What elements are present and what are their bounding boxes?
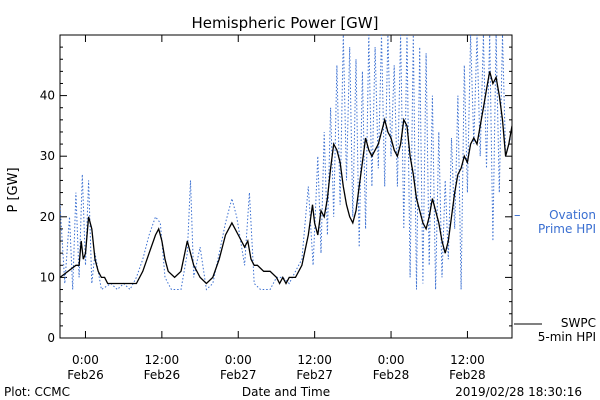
chart-title: Hemispheric Power [GW]: [192, 14, 379, 32]
x-tick-date-label: Feb28: [373, 368, 410, 382]
plot-timestamp: 2019/02/28 18:30:16: [455, 385, 582, 399]
x-tick-date-label: Feb27: [296, 368, 333, 382]
legend-label-ovation-line2: Prime HPI: [538, 222, 596, 236]
x-tick-date-label: Feb27: [220, 368, 257, 382]
legend-item-swpc: SWPC 5-min HPI: [514, 316, 596, 344]
x-tick-time-label: 0:00: [225, 353, 252, 367]
x-tick-date-label: Feb26: [144, 368, 181, 382]
series-line-ovation-prime-hpi: [60, 35, 511, 291]
y-tick-label: 0: [47, 331, 55, 345]
x-axis: 0:00Feb2612:00Feb260:00Feb2712:00Feb270:…: [67, 35, 486, 382]
legend-label-swpc-line2: 5-min HPI: [538, 330, 596, 344]
x-tick-date-label: Feb28: [449, 368, 486, 382]
x-tick-time-label: 0:00: [72, 353, 99, 367]
y-axis: 0 10 20 30 40: [40, 46, 512, 345]
x-tick-date-label: Feb26: [67, 368, 104, 382]
legend-label-ovation-line1: Ovation: [549, 208, 596, 222]
plot-frame: [59, 34, 513, 339]
y-tick-label: 10: [40, 270, 55, 284]
y-axis-label: P [GW]: [6, 167, 21, 212]
x-tick-time-label: 12:00: [145, 353, 180, 367]
x-tick-time-label: 0:00: [378, 353, 405, 367]
legend: – Ovation Prime HPI SWPC 5-min HPI: [514, 208, 596, 344]
plot-credit: Plot: CCMC: [4, 385, 70, 399]
series-layer: [60, 35, 512, 291]
series-line-swpc-hpi: [60, 71, 512, 285]
y-tick-label: 30: [40, 149, 55, 163]
legend-label-swpc-line1: SWPC: [561, 316, 596, 330]
y-tick-label: 40: [40, 89, 55, 103]
x-tick-time-label: 12:00: [450, 353, 485, 367]
legend-item-ovation: – Ovation Prime HPI: [514, 208, 596, 236]
y-tick-label: 20: [40, 210, 55, 224]
legend-dash-symbol: –: [514, 208, 521, 223]
x-tick-time-label: 12:00: [297, 353, 332, 367]
x-axis-label: Date and Time: [242, 385, 330, 399]
